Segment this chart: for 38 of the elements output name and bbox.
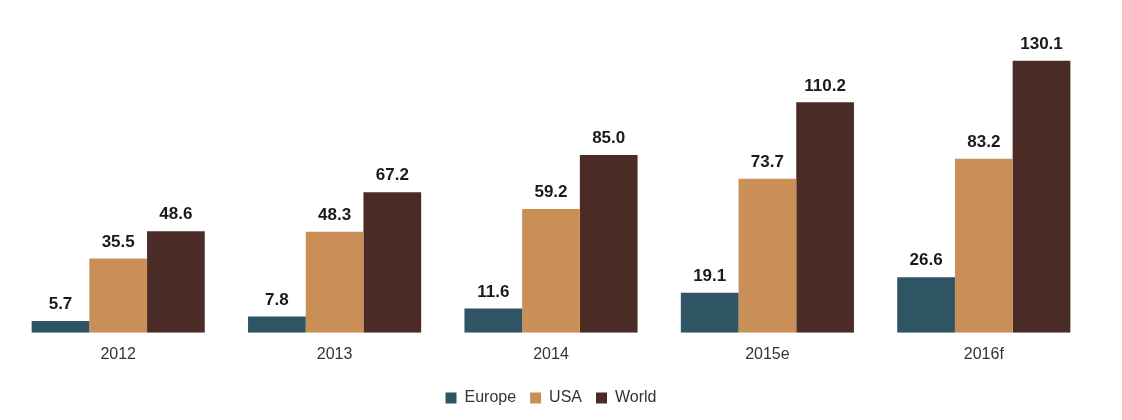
data-label: 35.5 [101, 231, 135, 251]
data-label: 48.6 [159, 204, 193, 224]
x-tick-label: 2014 [533, 344, 569, 362]
bar [897, 277, 955, 333]
data-label: 67.2 [375, 165, 409, 185]
data-label: 73.7 [750, 151, 784, 171]
x-tick-label: 2012 [100, 344, 137, 362]
data-label: 85.0 [592, 128, 626, 148]
bar [522, 208, 580, 333]
bar [579, 155, 638, 333]
data-label: 11.6 [477, 281, 510, 301]
bar [1012, 60, 1071, 333]
data-label: 48.3 [318, 204, 352, 224]
bar [680, 292, 739, 333]
legend-label: USA [549, 388, 583, 406]
data-label: 110.2 [804, 75, 846, 95]
legend-label: Europe [464, 388, 517, 406]
data-label: 19.1 [693, 266, 727, 286]
data-label: 83.2 [967, 131, 1001, 151]
bar [147, 231, 205, 333]
bar [464, 308, 523, 333]
bar [89, 258, 148, 333]
bar [738, 178, 797, 333]
data-label: 7.8 [265, 289, 289, 309]
data-label: 59.2 [534, 182, 568, 202]
x-tick-label: 2013 [316, 344, 353, 362]
bar [305, 231, 364, 333]
data-label: 5.7 [48, 294, 73, 314]
bar [954, 158, 1013, 333]
data-label: 130.1 [1020, 33, 1063, 53]
bar [796, 102, 854, 333]
x-tick-label: 2015e [745, 344, 790, 362]
bar [363, 192, 422, 333]
bar [31, 320, 90, 333]
bar [248, 316, 306, 333]
legend-label: World [615, 388, 657, 406]
data-label: 26.6 [909, 250, 943, 270]
x-tick-label: 2016f [963, 344, 1005, 362]
